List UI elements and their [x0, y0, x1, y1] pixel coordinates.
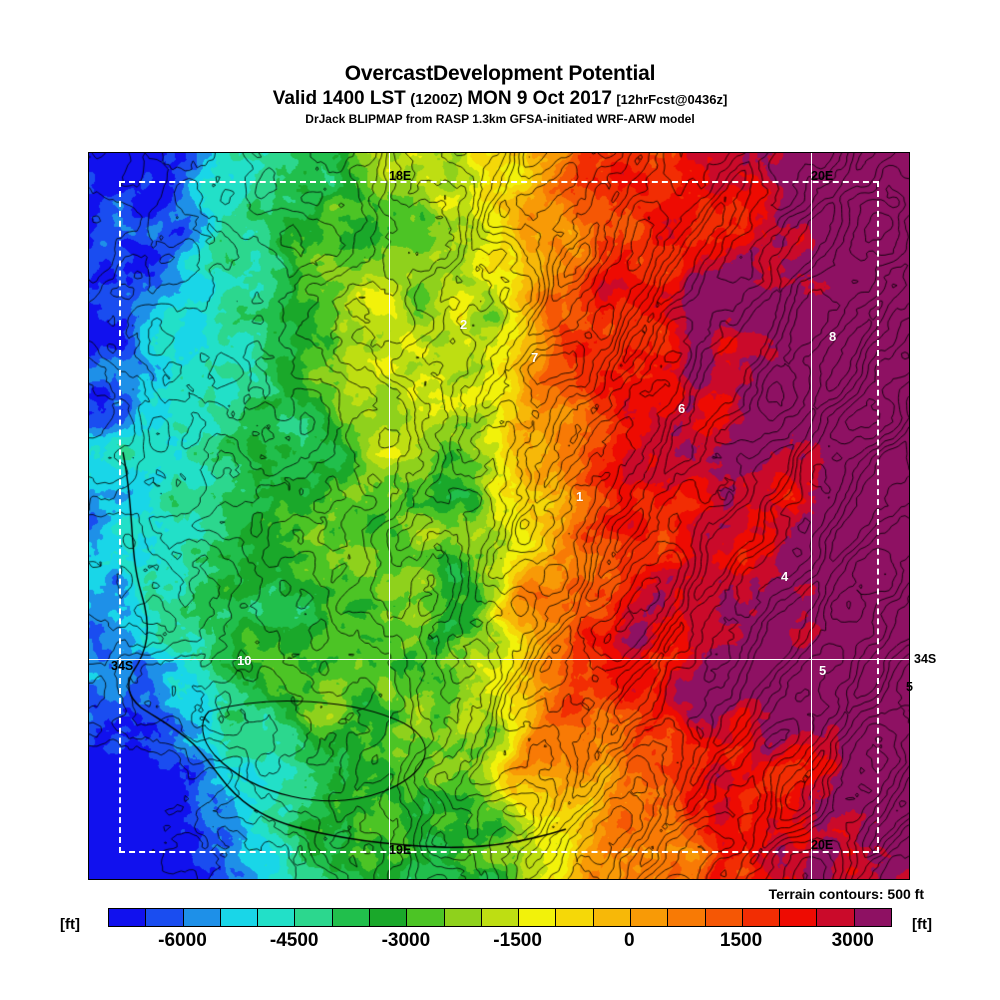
page-title: OvercastDevelopment Potential	[344, 62, 656, 85]
colorbar-segment-5	[295, 909, 333, 926]
valid-time-prefix: Valid 1400 LST	[272, 88, 406, 109]
colorbar-segment-3	[220, 909, 259, 926]
forecast-map[interactable]: 18E 20E 34S 19E 20E 2 7 8 6 1 4 10 5	[88, 152, 910, 880]
colorbar-segment-19	[817, 909, 855, 926]
colorbar-segment-10	[481, 909, 520, 926]
colorbar-segment-20	[854, 909, 891, 926]
colorbar-tick-6: 3000	[831, 930, 874, 951]
colorbar-segment-8	[407, 909, 445, 926]
colorbar-segment-15	[668, 909, 706, 926]
title-block: OvercastDevelopment Potential Valid 1400…	[0, 62, 1000, 127]
colorbar-tick-0: -6000	[158, 930, 207, 951]
colorbar-unit-right: [ft]	[912, 916, 932, 933]
model-source-line: DrJack BLIPMAP from RASP 1.3km GFSA-init…	[305, 112, 695, 126]
colorbar-segment-9	[444, 909, 482, 926]
colorbar-segment-6	[332, 909, 370, 926]
colorbar-segment-7	[369, 909, 408, 926]
axis-label-5-1: 5	[906, 680, 913, 694]
forecast-tag: [12hrFcst@0436z]	[616, 92, 728, 107]
colorbar-segment-14	[630, 909, 669, 926]
colorbar-segment-17	[742, 909, 781, 926]
colorbar-segment-12	[556, 909, 594, 926]
colorbar-segment-11	[519, 909, 557, 926]
colorbar-segment-1	[146, 909, 184, 926]
colorbar-unit-left: [ft]	[60, 916, 80, 933]
colorbar: [ft] [ft] -6000 -4500 -3000 -1500 0 1500 3000	[0, 906, 1000, 962]
colorbar-tick-1: -4500	[269, 930, 319, 951]
colorbar-segment-2	[183, 909, 221, 926]
colorbar-tick-4: 0	[624, 930, 635, 951]
valid-time-line: Valid 1400 LST (1200Z) MON 9 Oct 2017 [1…	[0, 88, 1000, 111]
colorbar-tick-5: 1500	[719, 930, 763, 951]
valid-time-utc: (1200Z)	[410, 91, 463, 108]
valid-date: MON 9 Oct 2017	[467, 88, 612, 109]
map-raster	[89, 153, 909, 879]
terrain-contour-note: Terrain contours: 500 ft	[768, 886, 924, 902]
axis-label-34s-0: 34S	[914, 652, 937, 666]
colorbar-segment-18	[780, 909, 818, 926]
colorbar-tick-2: -3000	[381, 930, 431, 951]
colorbar-segment-4	[258, 909, 296, 926]
colorbar-tick-3: -1500	[493, 930, 542, 951]
colorbar-segment-13	[593, 909, 631, 926]
colorbar-gradient	[108, 908, 892, 927]
colorbar-segment-16	[705, 909, 743, 926]
colorbar-segment-0	[109, 909, 147, 926]
